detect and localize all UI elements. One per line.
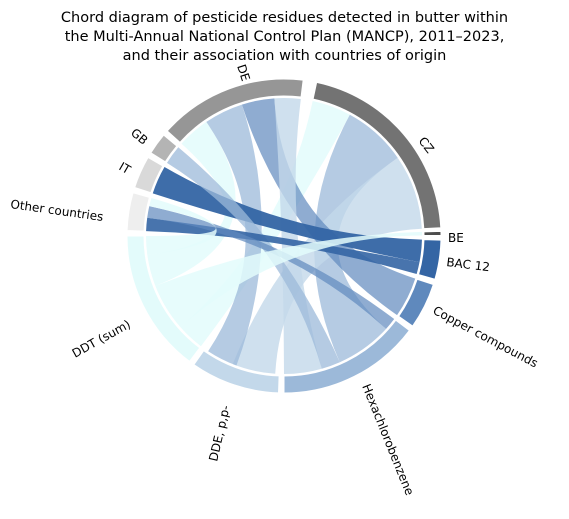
label-copper-compounds: Copper compounds: [431, 303, 541, 370]
ribbon-cz-dde: [232, 157, 422, 374]
arc-de: [166, 78, 304, 144]
label-hexachlorobenzene: Hexachlorobenzene: [359, 382, 416, 497]
arc-bac: [417, 239, 442, 280]
label-it: IT: [117, 159, 134, 177]
arc-copper: [397, 278, 434, 327]
ribbon-other-hcb: [147, 206, 395, 329]
label-gb: GB: [128, 126, 150, 148]
label-be: BE: [448, 231, 464, 245]
chart-title-line-2: the Multi-Annual National Control Plan (…: [64, 29, 505, 45]
arc-gb: [150, 134, 178, 163]
ribbon-de-hcb: [274, 98, 322, 374]
chart-title-line-1: Chord diagram of pesticide residues dete…: [60, 10, 509, 26]
label-de: DE: [234, 63, 253, 83]
ribbon-other-ddt: [146, 197, 217, 256]
ribbon-de-ddt: [147, 121, 236, 286]
label-other-countries: Other countries: [10, 197, 105, 224]
label-dde-pp: DDE, p,p-: [206, 404, 232, 463]
ribbon-be-ddt: [155, 231, 422, 328]
label-bac-12: BAC 12: [446, 255, 491, 274]
chart-title-line-3: and their association with countries of …: [122, 48, 447, 64]
arc-be: [423, 230, 442, 237]
chord-ribbons: [146, 98, 422, 374]
arc-other: [126, 192, 151, 232]
arc-hcb: [283, 319, 411, 394]
ribbon-cz-hcb: [314, 114, 398, 363]
arc-ddt: [126, 235, 201, 363]
arc-dde: [193, 349, 280, 394]
ribbon-de-dde: [206, 104, 262, 366]
label-cz: CZ: [416, 134, 437, 156]
group-arcs: [126, 78, 442, 394]
label-ddt-sum: DDT (sum): [70, 317, 133, 361]
ribbon-gb-hcb: [166, 147, 340, 369]
arc-cz: [312, 81, 442, 230]
arc-it: [134, 156, 164, 194]
